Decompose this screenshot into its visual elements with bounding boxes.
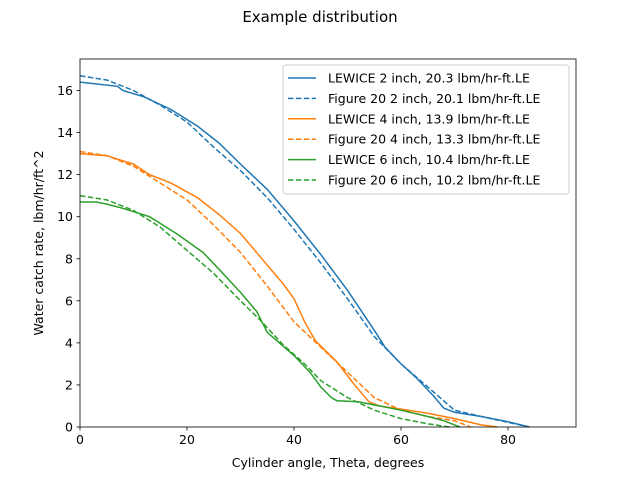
series-line-2 — [79, 152, 498, 428]
legend: LEWICE 2 inch, 20.3 lbm/hr-ft.LE Figure 2… — [282, 64, 570, 195]
y-tick-label: 2 — [65, 377, 73, 392]
series-line-4 — [80, 201, 461, 428]
y-axis-label: Water catch rate, lbm/hr/ft^2 — [31, 150, 46, 335]
y-tick-label: 16 — [57, 83, 73, 98]
x-tick-label: 40 — [286, 432, 302, 447]
y-tick-label: 8 — [65, 251, 73, 266]
legend-label-4: LEWICE 6 inch, 10.4 lbm/hr-ft.LE — [328, 152, 530, 167]
x-ticks: 0 20 40 60 80 — [76, 427, 516, 447]
y-tick-label: 4 — [65, 335, 73, 350]
y-tick-label: 10 — [57, 209, 73, 224]
y-tick-label: 12 — [57, 167, 73, 182]
y-tick-label: 6 — [65, 293, 73, 308]
chart-title: Example distribution — [242, 8, 397, 26]
plot-lines — [79, 75, 530, 428]
legend-label-1: Figure 20 2 inch, 20.1 lbm/hr-ft.LE — [328, 91, 540, 106]
x-axis-label: Cylinder angle, Theta, degrees — [232, 455, 424, 470]
series-line-1 — [79, 75, 525, 427]
x-tick-label: 0 — [76, 432, 84, 447]
x-tick-label: 60 — [393, 432, 409, 447]
legend-frame — [282, 64, 570, 195]
legend-label-2: LEWICE 4 inch, 13.9 lbm/hr-ft.LE — [328, 111, 530, 126]
x-tick-label: 20 — [179, 432, 195, 447]
y-ticks: 0 2 4 6 8 10 12 14 16 — [57, 83, 80, 435]
series-line-5 — [79, 194, 450, 428]
y-tick-label: 14 — [57, 125, 73, 140]
y-tick-label: 0 — [65, 420, 73, 435]
x-tick-label: 80 — [500, 432, 516, 447]
legend-label-3: Figure 20 4 inch, 13.3 lbm/hr-ft.LE — [328, 132, 540, 147]
axes-frame — [79, 58, 577, 428]
legend-label-5: Figure 20 6 inch, 10.2 lbm/hr-ft.LE — [328, 173, 540, 188]
legend-label-0: LEWICE 2 inch, 20.3 lbm/hr-ft.LE — [328, 71, 530, 86]
